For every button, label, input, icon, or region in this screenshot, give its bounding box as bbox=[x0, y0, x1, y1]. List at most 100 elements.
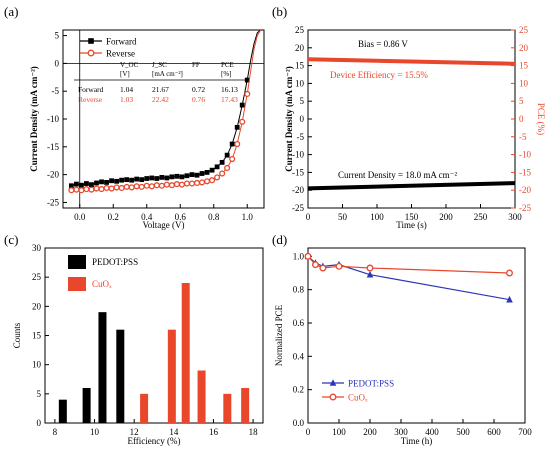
bar bbox=[181, 283, 190, 423]
y-tick-label: 5 bbox=[37, 389, 42, 399]
y-tick-label: 15 bbox=[32, 331, 42, 341]
data-point bbox=[184, 173, 190, 179]
data-point bbox=[179, 174, 185, 180]
y-tick-label: 0.2 bbox=[293, 385, 304, 395]
table-cell: 22.42 bbox=[152, 95, 169, 104]
bar bbox=[223, 393, 232, 423]
y-tick-label: 30 bbox=[32, 243, 42, 253]
y2-tick-label: -25 bbox=[519, 203, 531, 213]
bar bbox=[82, 388, 91, 423]
y-tick-label: -20 bbox=[47, 170, 59, 180]
table-header: FF bbox=[192, 61, 200, 69]
data-point bbox=[129, 177, 135, 183]
data-point bbox=[94, 180, 99, 186]
data-point bbox=[188, 180, 196, 187]
legend-marker bbox=[88, 38, 94, 44]
data-point bbox=[164, 175, 170, 181]
y-tick-label: 5 bbox=[300, 96, 305, 106]
data-point bbox=[239, 118, 246, 125]
x-tick-label: 14 bbox=[169, 427, 179, 437]
data-point bbox=[506, 269, 513, 277]
panel-label: (c) bbox=[4, 232, 18, 247]
x-tick-label: 300 bbox=[394, 427, 408, 437]
data-point bbox=[113, 184, 120, 191]
y-tick-label: -20 bbox=[292, 185, 304, 195]
x-tick-label: 12 bbox=[130, 427, 139, 437]
data-point bbox=[169, 174, 175, 180]
bar bbox=[116, 329, 125, 423]
table-header: [%] bbox=[221, 70, 232, 78]
bar bbox=[140, 393, 149, 423]
annotation: Device Efficiency = 15.5% bbox=[330, 70, 428, 80]
data-point bbox=[154, 176, 160, 181]
y-tick-label: 0 bbox=[300, 114, 305, 124]
data-point bbox=[144, 176, 150, 181]
data-point bbox=[153, 182, 160, 189]
data-point bbox=[189, 172, 195, 178]
y-tick-label: 0 bbox=[55, 58, 60, 68]
x-tick-label: 150 bbox=[405, 212, 419, 222]
y-tick-label: 25 bbox=[295, 25, 305, 35]
data-point bbox=[79, 182, 84, 188]
data-point bbox=[366, 264, 374, 272]
data-point bbox=[199, 171, 205, 176]
data-point bbox=[109, 178, 114, 184]
y-tick-label: 20 bbox=[295, 43, 305, 53]
data-point bbox=[214, 164, 220, 170]
data-point bbox=[234, 140, 241, 148]
legend-label: Forward bbox=[106, 37, 137, 47]
data-point bbox=[84, 181, 89, 186]
panel-label: (a) bbox=[4, 4, 18, 19]
x-tick-label: 250 bbox=[474, 212, 488, 222]
table-cell: 21.67 bbox=[152, 85, 169, 94]
y-tick-label: 0.8 bbox=[293, 285, 305, 295]
data-point bbox=[74, 181, 79, 187]
table-cell: 17.43 bbox=[221, 95, 238, 104]
panel-label: (d) bbox=[272, 232, 287, 247]
data-point bbox=[78, 187, 85, 194]
legend-marker bbox=[329, 379, 337, 386]
x-tick-label: 8 bbox=[53, 427, 58, 437]
y-tick-label: 0.6 bbox=[293, 318, 305, 328]
y-tick-label: -15 bbox=[47, 142, 59, 152]
table-cell: 0.76 bbox=[192, 95, 205, 104]
data-point bbox=[335, 262, 343, 270]
data-point bbox=[229, 156, 236, 163]
plot-frame bbox=[307, 247, 526, 424]
x-tick-label: 10 bbox=[90, 427, 100, 437]
x-tick-label: 200 bbox=[439, 212, 453, 222]
data-point bbox=[219, 170, 226, 177]
data-point bbox=[98, 186, 105, 193]
data-point bbox=[244, 90, 251, 98]
data-point bbox=[173, 181, 180, 188]
data-point bbox=[124, 177, 130, 183]
table-cell: 16.13 bbox=[221, 85, 238, 94]
bar bbox=[58, 399, 67, 423]
table-header: J_SC bbox=[152, 61, 167, 69]
data-point bbox=[204, 178, 211, 185]
x-tick-label: 50 bbox=[338, 212, 348, 222]
data-point bbox=[68, 187, 75, 194]
y2-axis-label: PCE (%) bbox=[536, 103, 545, 135]
y-tick-label: 5 bbox=[55, 31, 60, 41]
series-line bbox=[71, 29, 261, 187]
x-tick-label: 100 bbox=[370, 212, 384, 222]
x-tick-label: 0.0 bbox=[74, 212, 86, 222]
y2-tick-label: -10 bbox=[519, 150, 531, 160]
x-tick-label: 18 bbox=[249, 427, 259, 437]
table-cell: 1.04 bbox=[120, 85, 133, 94]
y2-tick-label: 20 bbox=[519, 43, 529, 53]
data-point bbox=[123, 183, 130, 190]
data-point bbox=[239, 102, 245, 108]
data-point bbox=[198, 179, 206, 186]
x-axis-label: Voltage (V) bbox=[142, 220, 184, 230]
bar bbox=[98, 312, 107, 423]
x-tick-label: 200 bbox=[363, 427, 377, 437]
data-point bbox=[114, 178, 119, 184]
y2-tick-label: -20 bbox=[519, 185, 531, 195]
y-tick-label: 15 bbox=[295, 61, 305, 71]
x-tick-label: 0 bbox=[306, 212, 311, 222]
y-tick-label: -25 bbox=[47, 197, 59, 207]
bar bbox=[167, 329, 176, 423]
